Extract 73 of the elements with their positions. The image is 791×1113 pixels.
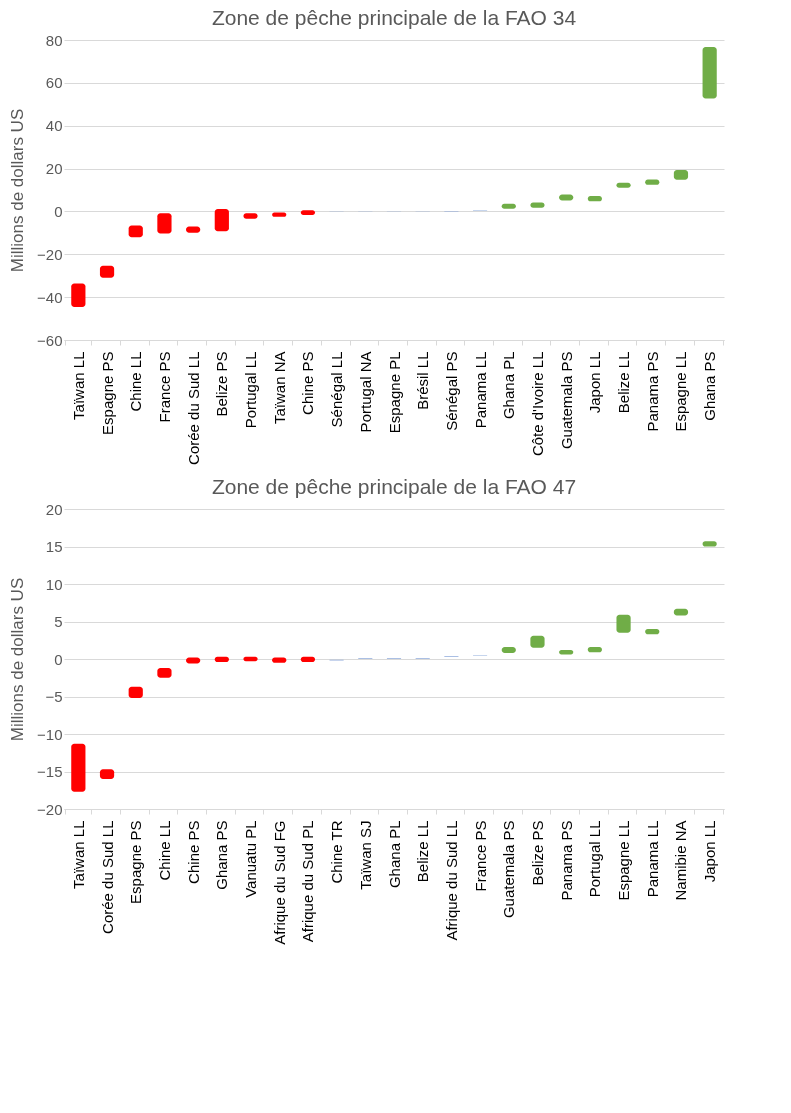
x-tick-label: Espagne PL xyxy=(385,351,403,434)
y-tick-label: 0 xyxy=(54,650,63,668)
x-tick-label: Belize LL xyxy=(615,351,633,414)
x-tick-label: Portugal LL xyxy=(242,351,260,429)
x-tick-label: Corée du Sud LL xyxy=(98,820,116,934)
y-tick-label: 0 xyxy=(54,202,63,220)
x-tick-label: Chine PS xyxy=(299,351,317,415)
x-tick-label: Guatemala PS xyxy=(500,820,518,919)
x-tick-label: Panama PS xyxy=(643,351,661,432)
x-tick-label: Brésil LL xyxy=(414,351,432,410)
x-tick-label: Ghana PL xyxy=(500,351,518,420)
x-tick-label: Ghana PL xyxy=(385,820,403,889)
y-tick-label: 40 xyxy=(45,117,63,135)
y-tick-label: 5 xyxy=(54,613,63,630)
x-tick-label: Taïwan LL xyxy=(69,351,87,420)
x-tick-label: Ghana PS xyxy=(213,820,231,890)
y-tick-label: −60 xyxy=(37,331,63,349)
x-tick-label: Corée du Sud LL xyxy=(184,351,202,465)
x-tick-label: Panama LL xyxy=(643,820,661,898)
bar xyxy=(616,614,631,633)
x-tick-label: Guatemala PS xyxy=(557,351,575,450)
y-tick-label: −10 xyxy=(37,725,63,743)
y-tick-label: −20 xyxy=(37,245,63,263)
chart-title: Zone de pêche principale de la FAO 34 xyxy=(211,6,577,29)
y-tick-label: 10 xyxy=(45,575,63,593)
x-tick-label: Espagne PS xyxy=(98,351,116,435)
bar xyxy=(214,209,229,232)
x-tick-label: Chine LL xyxy=(127,351,145,412)
x-tick-label: Afrique du Sud FG xyxy=(270,820,288,945)
y-tick-label: −40 xyxy=(37,288,63,306)
x-tick-label: Ghana PS xyxy=(701,351,719,421)
y-tick-label: 15 xyxy=(45,538,63,555)
y-tick-label: 20 xyxy=(45,160,63,178)
x-tick-label: Namibie NA xyxy=(672,820,690,901)
x-tick-label: Japon LL xyxy=(586,351,604,414)
x-tick-label: Chine PS xyxy=(184,820,202,884)
x-tick-label: Côte d'Ivoire LL xyxy=(528,351,546,457)
x-tick-label: Portugal LL xyxy=(586,820,604,898)
x-tick-label: Japon LL xyxy=(701,820,719,883)
bar xyxy=(702,47,717,99)
x-tick-label: Afrique du Sud LL xyxy=(442,820,460,941)
x-tick-label: Taïwan NA xyxy=(270,351,288,425)
x-tick-label: Taïwan SJ xyxy=(356,820,374,890)
y-axis-title: Millions de dollars US xyxy=(8,108,28,273)
bar xyxy=(71,743,86,792)
x-tick-label: Sénégal LL xyxy=(328,351,346,428)
x-tick-label: Portugal NA xyxy=(356,351,374,433)
y-tick-label: 60 xyxy=(45,74,63,92)
y-tick-label: −5 xyxy=(45,688,63,705)
x-tick-label: Chine TR xyxy=(328,820,346,884)
x-tick-label: Espagne LL xyxy=(615,820,633,901)
x-tick-label: Vanuatu PL xyxy=(242,820,260,898)
y-tick-label: −20 xyxy=(37,800,63,818)
x-tick-label: Belize LL xyxy=(414,820,432,883)
bar xyxy=(71,283,86,307)
y-tick-label: 20 xyxy=(45,500,63,518)
x-tick-label: Taïwan LL xyxy=(69,820,87,889)
x-tick-label: Belize PS xyxy=(528,820,546,886)
chart-title: Zone de pêche principale de la FAO 47 xyxy=(211,475,577,498)
x-tick-label: Panama LL xyxy=(471,351,489,429)
y-axis-title: Millions de dollars US xyxy=(8,577,28,742)
x-tick-label: Belize PS xyxy=(213,351,231,417)
x-tick-label: France PS xyxy=(471,820,489,892)
y-tick-label: 80 xyxy=(45,31,63,49)
x-tick-label: Chine LL xyxy=(155,820,173,881)
x-tick-label: Sénégal PS xyxy=(442,351,460,431)
x-tick-label: Panama PS xyxy=(557,820,575,901)
x-tick-label: Afrique du Sud PL xyxy=(299,820,317,943)
x-tick-label: Espagne LL xyxy=(672,351,690,432)
y-tick-label: −15 xyxy=(37,763,63,780)
x-tick-label: France PS xyxy=(155,351,173,423)
x-tick-label: Espagne PS xyxy=(127,820,145,904)
bar xyxy=(157,213,172,234)
